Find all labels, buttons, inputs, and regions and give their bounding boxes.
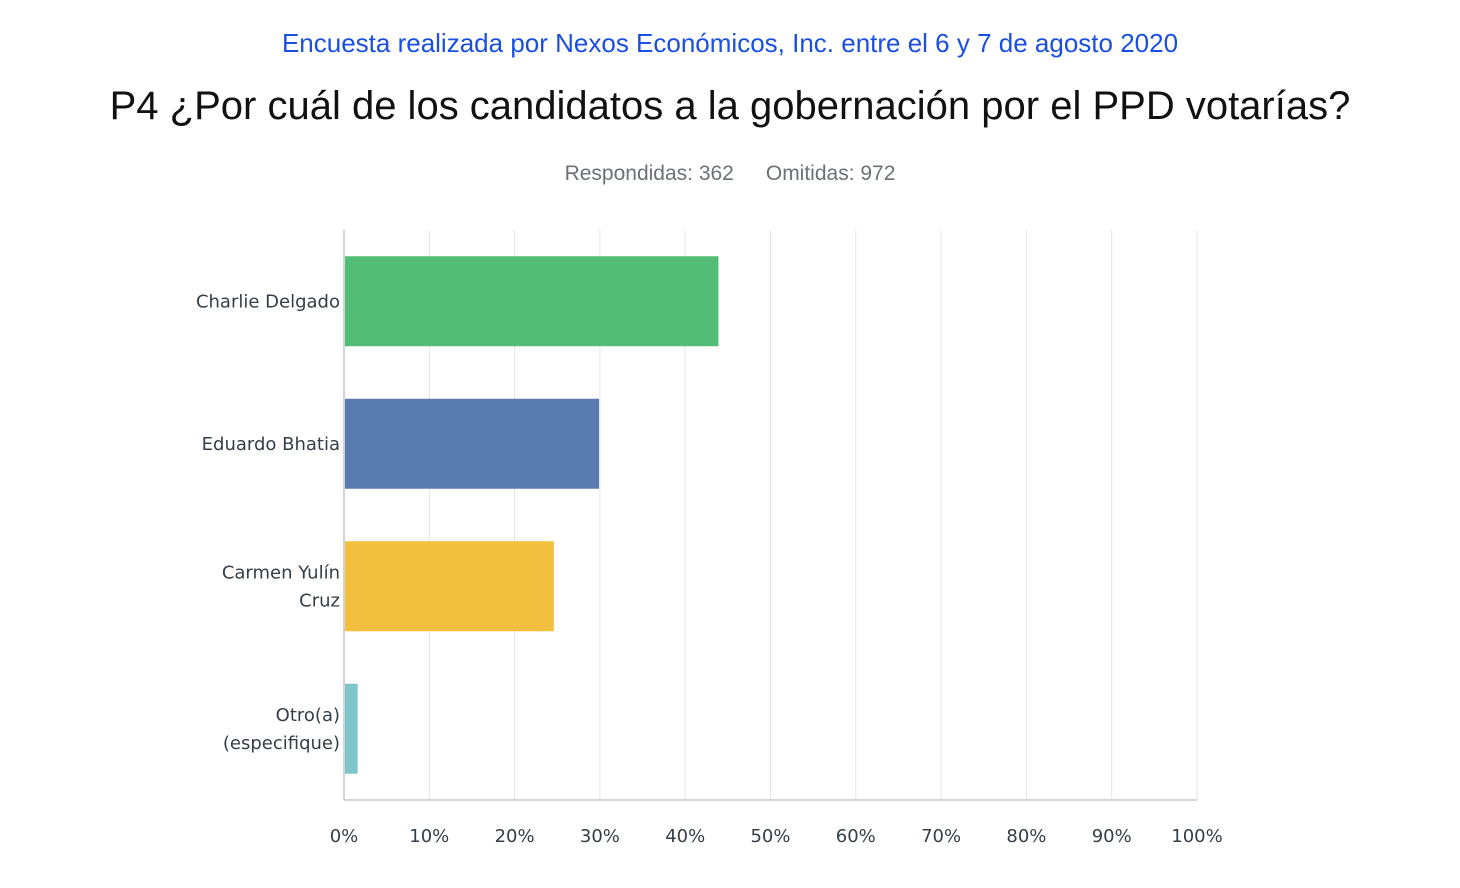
category-label: Carmen Yulín	[222, 562, 340, 583]
bar	[345, 683, 358, 774]
category-label: Eduardo Bhatia	[202, 434, 340, 455]
bar	[345, 398, 600, 489]
chart-title: P4 ¿Por cuál de los candidatos a la gobe…	[109, 84, 1351, 128]
bar	[345, 541, 554, 632]
x-tick-label: 100%	[1171, 826, 1222, 847]
x-tick-label: 30%	[580, 826, 620, 847]
x-tick-label: 50%	[750, 826, 790, 847]
category-label: Otro(a)	[276, 705, 340, 726]
response-counts: Respondidas: 362 Omitidas: 972	[0, 162, 1460, 186]
x-tick-label: 10%	[409, 826, 449, 847]
x-tick-label: 20%	[495, 826, 535, 847]
x-tick-label: 70%	[921, 826, 961, 847]
skipped-count: Omitidas: 972	[765, 162, 896, 185]
answered-count: Respondidas: 362	[564, 162, 734, 185]
category-label: (especifique)	[223, 733, 340, 754]
category-label: Charlie Delgado	[196, 291, 340, 312]
bar	[345, 256, 719, 347]
x-tick-label: 0%	[330, 826, 359, 847]
x-tick-label: 90%	[1092, 826, 1132, 847]
x-tick-label: 80%	[1006, 826, 1046, 847]
x-tick-label: 60%	[836, 826, 876, 847]
x-tick-label: 40%	[665, 826, 705, 847]
category-label: Cruz	[299, 590, 340, 611]
survey-source: Encuesta realizada por Nexos Económicos,…	[281, 28, 1179, 58]
